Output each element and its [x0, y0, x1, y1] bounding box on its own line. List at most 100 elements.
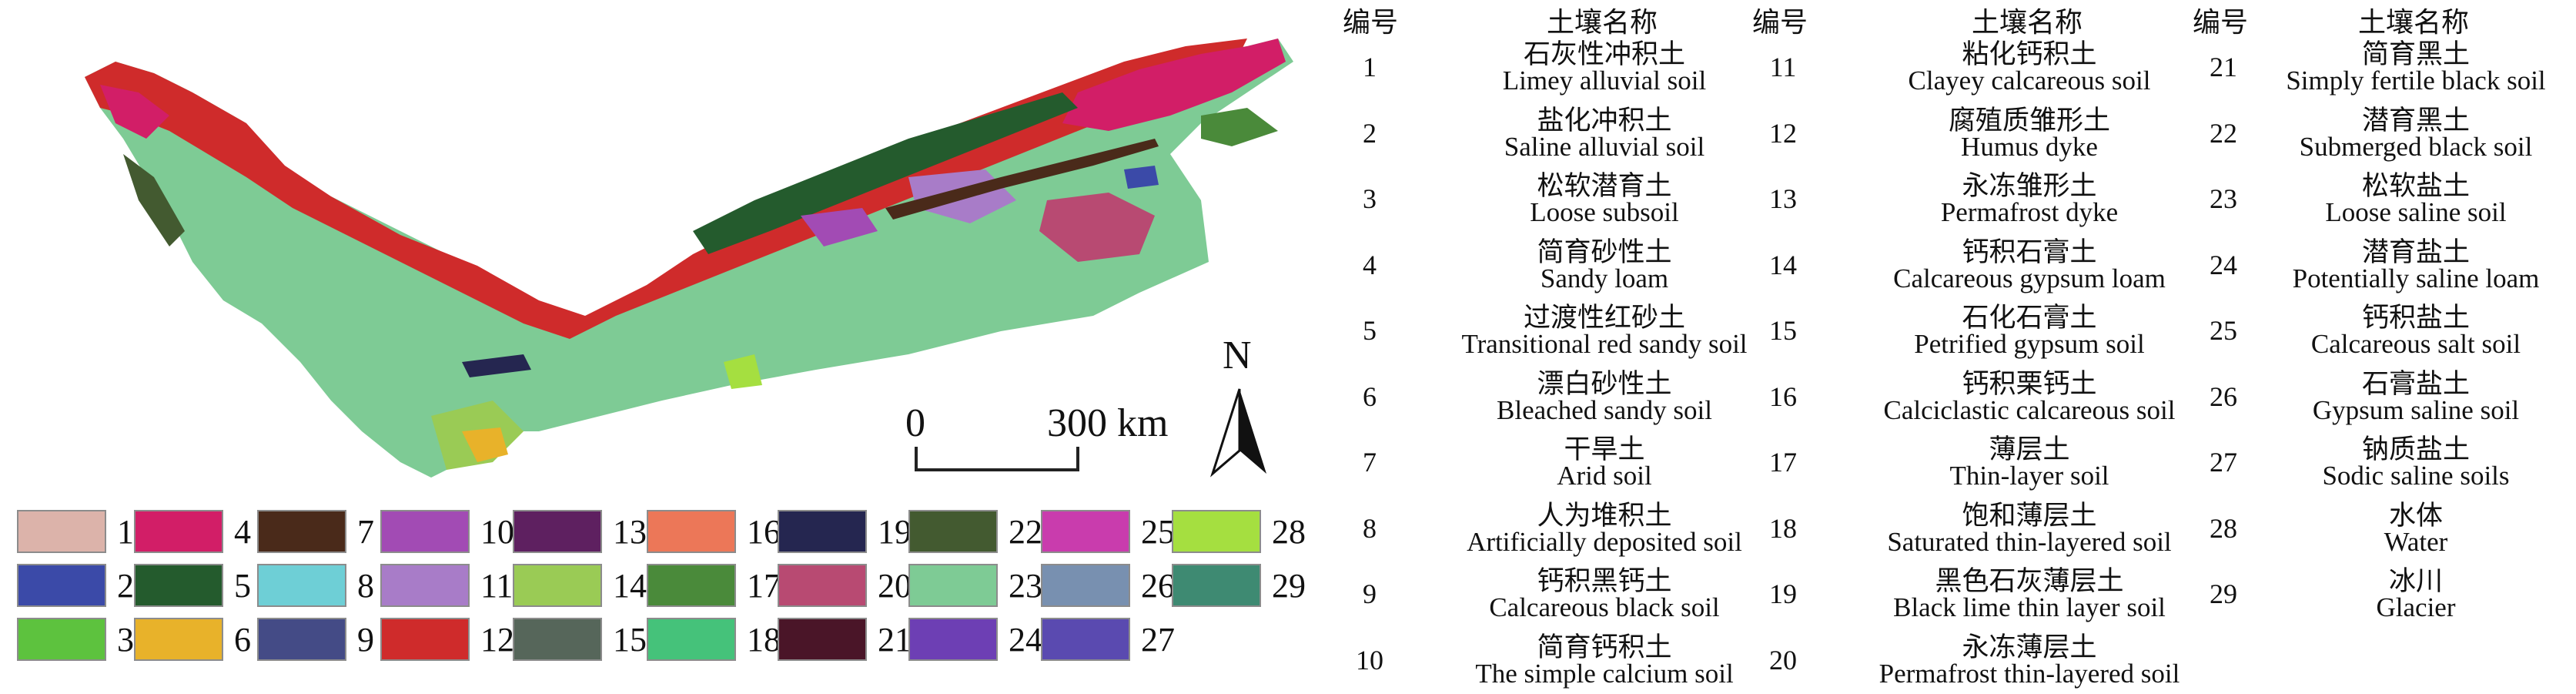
soil-number: 27: [2210, 447, 2237, 478]
north-label: N: [1223, 334, 1252, 377]
legend-number: 19: [878, 512, 912, 551]
soil-number: 9: [1363, 578, 1377, 609]
legend-number: 16: [747, 512, 781, 551]
soil-name-zh: 钙积石膏土: [1962, 236, 2097, 268]
soil-name-zh: 钙积黑钙土: [1537, 566, 1672, 597]
map-region-22: [123, 154, 185, 246]
legend-swatch: [513, 618, 602, 661]
legend-number: 28: [1272, 512, 1306, 551]
legend-swatch: [908, 618, 998, 661]
legend-number: 25: [1141, 512, 1175, 551]
legend-item: 11: [380, 564, 513, 607]
legend-item: 2: [17, 564, 134, 607]
soil-number: 25: [2210, 315, 2237, 346]
soil-name-zh: 简育砂性土: [1537, 236, 1672, 268]
soil-name-zh: 水体: [2388, 500, 2443, 531]
legend-number: 18: [747, 620, 781, 659]
soil-name-en: Calcareous black soil: [1489, 592, 1720, 622]
soil-number: 22: [2210, 117, 2237, 149]
soil-name-en: Calcareous salt soil: [2310, 329, 2521, 359]
soil-name-zh: 粘化钙积土: [1962, 39, 2097, 70]
legend-item: 20: [778, 564, 912, 607]
legend-swatch: [380, 618, 470, 661]
legend-item: 22: [908, 510, 1042, 553]
legend-number: 23: [1009, 566, 1042, 605]
legend-item: 25: [1041, 510, 1175, 553]
soil-name-en: Glacier: [2376, 592, 2456, 622]
legend-item: 17: [647, 564, 781, 607]
soil-name-en: Simply fertile black soil: [2286, 65, 2546, 96]
soil-number: 14: [1769, 249, 1797, 280]
legend-swatch: [1041, 618, 1130, 661]
soil-name-en: Permafrost thin-layered soil: [1878, 658, 2180, 689]
legend-item: 16: [647, 510, 781, 553]
soil-name-en: Submerged black soil: [2299, 131, 2533, 162]
legend-swatch: [908, 564, 998, 607]
soil-name-zh: 冰川: [2388, 566, 2443, 597]
legend-number: 4: [234, 512, 251, 551]
soil-name-en: Humus dyke: [1961, 131, 2098, 162]
soil-name-zh: 人为堆积土: [1537, 500, 1672, 531]
legend-item: 23: [908, 564, 1042, 607]
soil-name-en: Black lime thin layer soil: [1893, 592, 2166, 622]
soil-number: 1: [1363, 52, 1377, 82]
soil-name-zh: 简育黑土: [2361, 39, 2470, 70]
map-region-28: [724, 354, 762, 389]
legend-swatch: [647, 510, 736, 553]
scale-zero-label: 0: [905, 401, 925, 445]
map-region-7: [885, 139, 1159, 220]
soil-number: 13: [1769, 183, 1797, 214]
legend-item: 10: [380, 510, 514, 553]
soil-name-en: Gypsum saline soil: [2312, 394, 2520, 425]
table-header-number: 编号: [1752, 7, 1808, 39]
legend-number: 27: [1141, 620, 1175, 659]
soil-name-en: Sodic saline soils: [2322, 461, 2510, 491]
legend-item: 28: [1172, 510, 1306, 553]
legend-item: 15: [513, 618, 647, 661]
legend-number: 15: [613, 620, 647, 659]
soil-name-en: Limey alluvial soil: [1502, 65, 1707, 96]
soil-number: 20: [1769, 644, 1797, 676]
legend-swatch: [134, 510, 223, 553]
legend-item: 18: [647, 618, 781, 661]
legend-item: 4: [134, 510, 251, 553]
soil-number: 26: [2210, 381, 2237, 412]
legend-swatch: [778, 618, 867, 661]
table-header-number: 编号: [1343, 7, 1399, 39]
soil-name-en: Transitional red sandy soil: [1461, 329, 1748, 359]
legend-number: 24: [1009, 620, 1042, 659]
soil-number: 24: [2210, 249, 2237, 280]
map-region-4b: [100, 85, 169, 139]
legend-number: 14: [613, 566, 647, 605]
legend-number: 17: [747, 566, 781, 605]
soil-table: 编号 土壤名称 21 简育黑土 Simply fertile black soil 22 潜…: [2193, 0, 2576, 694]
legend-item: 29: [1172, 564, 1306, 607]
soil-table: 编号 土壤名称 1 石灰性冲积土 Limey alluvial soil 2 盐化冲积土 Sa…: [1343, 0, 1812, 694]
legend-item: 13: [513, 510, 647, 553]
legend-swatch: [1041, 564, 1130, 607]
legend-item: 27: [1041, 618, 1175, 661]
soil-number: 18: [1769, 512, 1797, 544]
legend-number: 9: [357, 620, 374, 659]
soil-name-zh: 钠质盐土: [2361, 434, 2470, 465]
legend-swatch: [134, 564, 223, 607]
soil-name-zh: 过渡性红砂土: [1523, 303, 1685, 334]
soil-name-en: Artificially deposited soil: [1467, 526, 1742, 557]
soil-name-zh: 松软盐土: [2361, 171, 2470, 202]
soil-name-en: Calcareous gypsum loam: [1893, 263, 2166, 293]
map-region-4: [1062, 39, 1286, 131]
scale-bar: [915, 447, 1079, 471]
soil-name-en: Potentially saline loam: [2292, 263, 2540, 293]
soil-name-zh: 黑色石灰薄层土: [1935, 566, 2124, 597]
legend-swatch: [647, 564, 736, 607]
map-region-2: [1124, 166, 1159, 189]
soil-name-en: Saturated thin-layered soil: [1887, 526, 2172, 557]
soil-number: 28: [2210, 512, 2237, 544]
legend-number: 29: [1272, 566, 1306, 605]
legend-item: 1: [17, 510, 134, 553]
legend-swatch: [380, 510, 470, 553]
soil-number: 10: [1356, 644, 1383, 676]
soil-name-en: Thin-layer soil: [1949, 461, 2109, 491]
map-region-20: [1039, 193, 1155, 262]
soil-name-en: The simple calcium soil: [1475, 658, 1734, 689]
